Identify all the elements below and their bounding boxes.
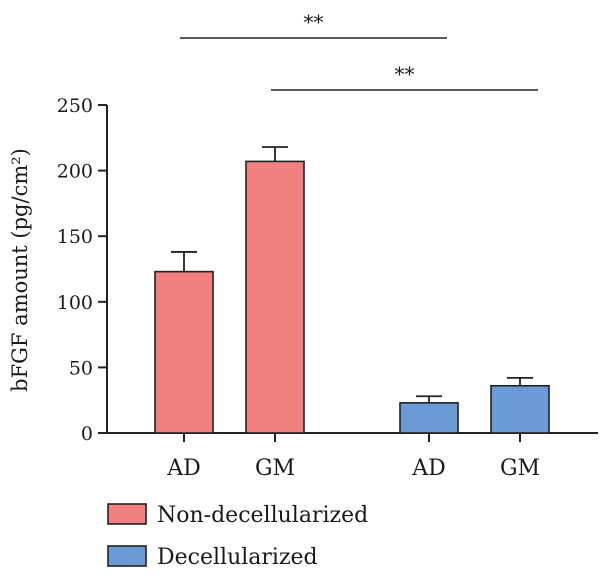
y-tick-label: 200: [57, 161, 93, 183]
bar: [399, 402, 459, 434]
bar: [245, 160, 305, 434]
bars: [154, 146, 550, 434]
legend-label: Decellularized: [157, 545, 318, 570]
legend: Non-decellularized Decellularized: [107, 503, 368, 570]
significance-annotations: ** **: [180, 10, 538, 91]
bar: [154, 270, 214, 434]
category-labels: AD GM AD GM: [166, 433, 540, 481]
y-tick-label: 50: [69, 357, 93, 379]
category-label: AD: [166, 456, 201, 481]
category-label: AD: [411, 456, 446, 481]
category-label: GM: [255, 456, 295, 481]
legend-swatch: [107, 545, 147, 567]
significance-label: **: [395, 62, 415, 86]
y-axis-title: bFGF amount (pg/cm²): [8, 148, 32, 392]
legend-swatch: [107, 503, 147, 525]
significance-label: **: [304, 10, 324, 34]
legend-label: Non-decellularized: [157, 503, 368, 528]
bar: [490, 384, 550, 434]
category-label: GM: [500, 456, 540, 481]
y-tick-label: 150: [57, 226, 93, 248]
y-tick-label: 100: [57, 292, 93, 314]
y-tick-label: 250: [57, 95, 93, 117]
y-tick-label: 0: [81, 423, 93, 445]
